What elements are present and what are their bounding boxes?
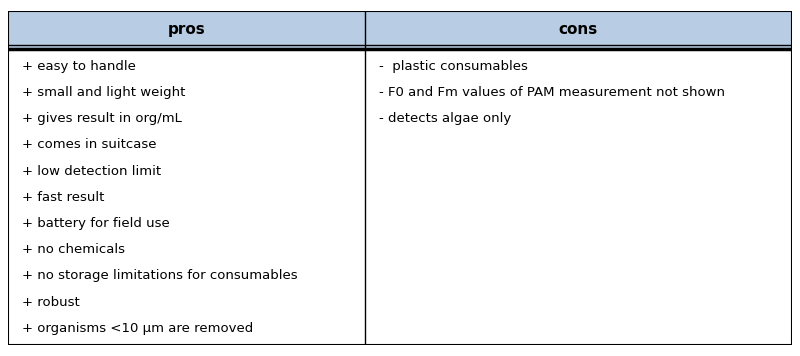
Bar [365, 11, 792, 49]
Text: - detects algae only: - detects algae only [379, 112, 511, 125]
Text: + small and light weight: + small and light weight [22, 86, 186, 99]
Text: + gives result in org/mL: + gives result in org/mL [22, 112, 182, 125]
Text: + no storage limitations for consumables: + no storage limitations for consumables [22, 269, 298, 282]
Text: - F0 and Fm values of PAM measurement not shown: - F0 and Fm values of PAM measurement no… [379, 86, 725, 99]
Text: + battery for field use: + battery for field use [22, 217, 170, 230]
Text: -  plastic consumables: - plastic consumables [379, 60, 528, 73]
Text: + robust: + robust [22, 295, 80, 309]
Text: + organisms <10 μm are removed: + organisms <10 μm are removed [22, 322, 254, 335]
Text: + no chemicals: + no chemicals [22, 243, 125, 256]
Text: + easy to handle: + easy to handle [22, 60, 136, 73]
Bar [8, 11, 365, 49]
Text: cons: cons [558, 22, 598, 37]
Text: + low detection limit: + low detection limit [22, 164, 162, 178]
Text: + comes in suitcase: + comes in suitcase [22, 138, 157, 151]
Text: + fast result: + fast result [22, 191, 105, 204]
Text: pros: pros [167, 22, 206, 37]
